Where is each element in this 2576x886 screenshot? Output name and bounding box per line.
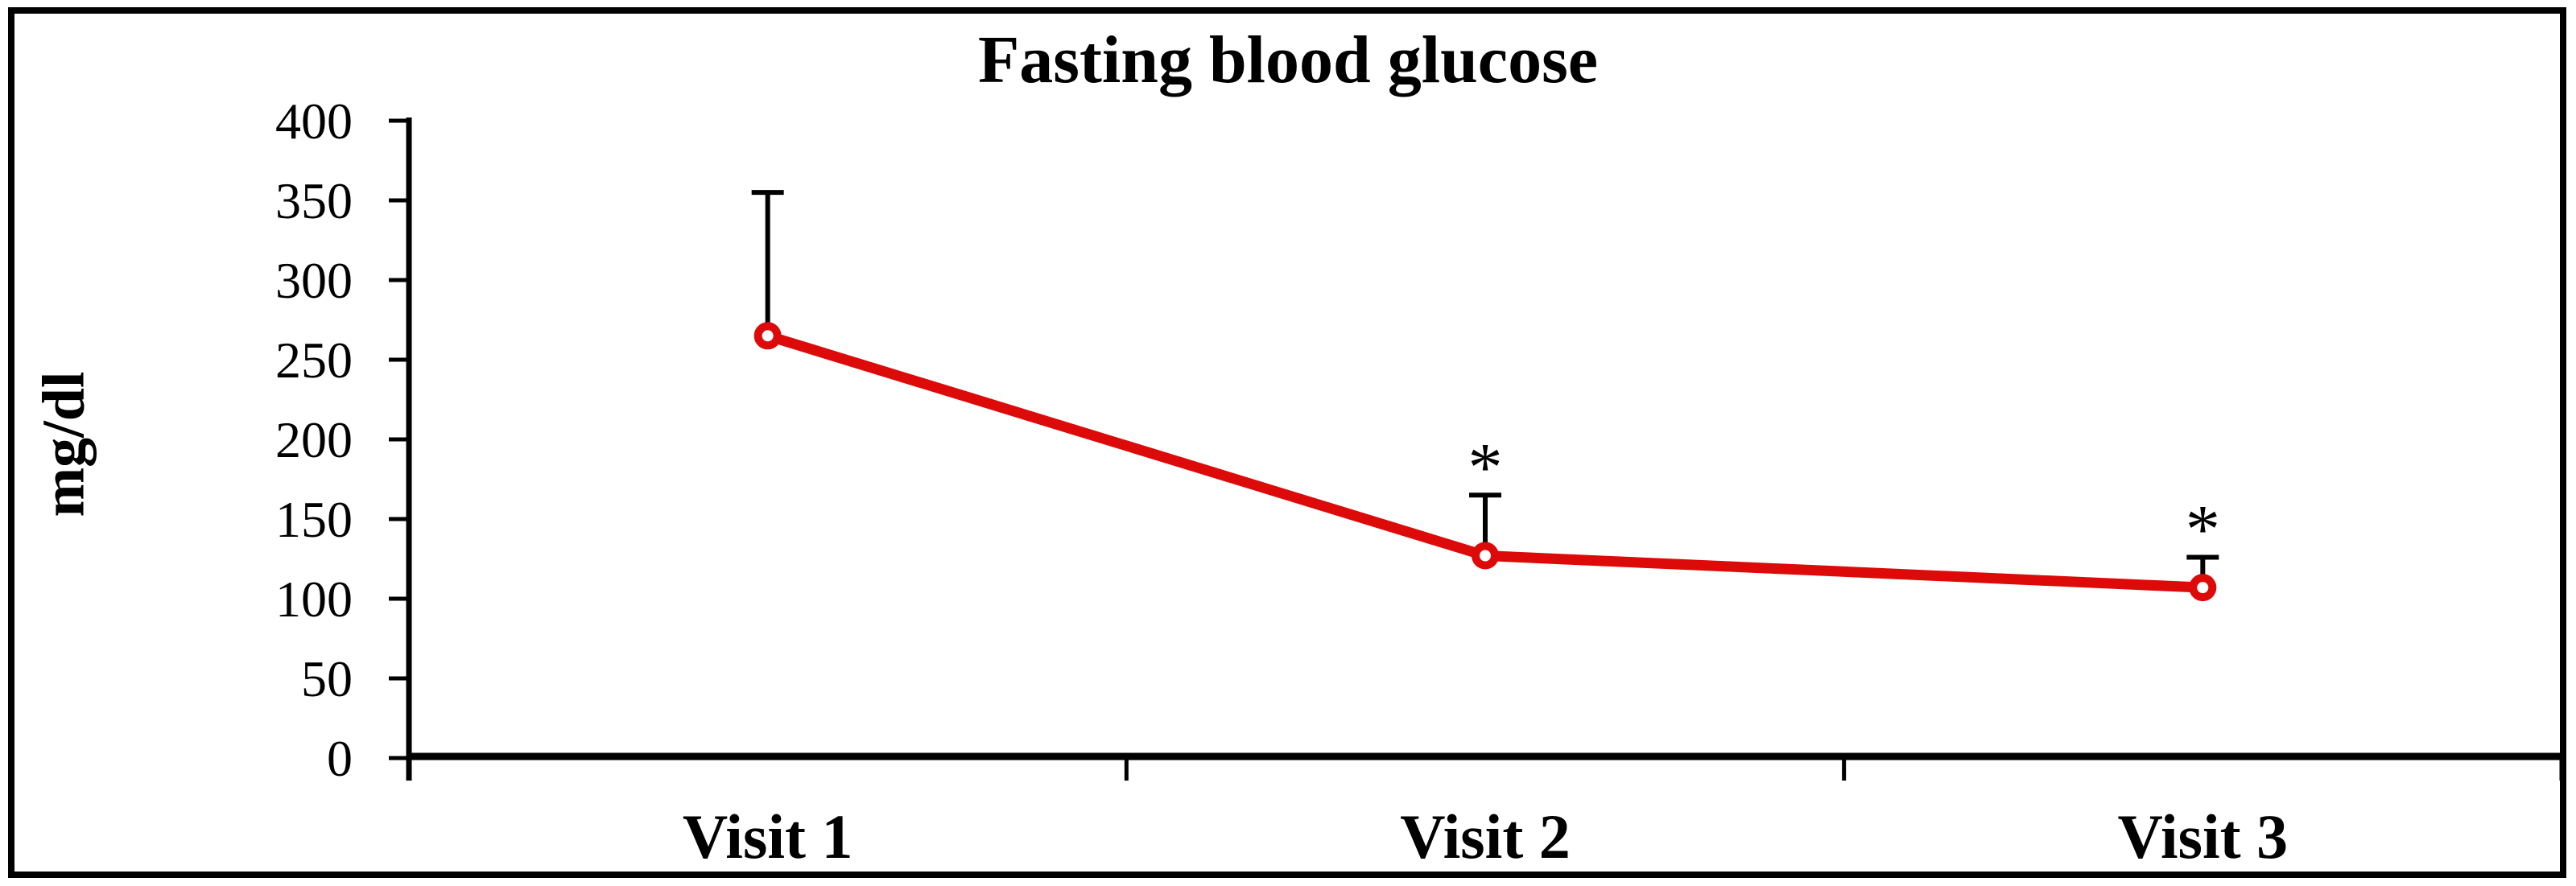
data-point-marker	[2189, 574, 2217, 602]
y-tick-label: 300	[275, 252, 353, 309]
figure-border	[8, 7, 2566, 878]
y-tick-label: 150	[275, 491, 353, 548]
y-tick-label: 400	[275, 93, 353, 150]
data-point-marker	[753, 322, 782, 350]
x-category-label: Visit 2	[1400, 802, 1571, 872]
y-tick-label: 100	[275, 571, 353, 628]
x-category-label: Visit 1	[683, 802, 853, 872]
y-tick-label: 200	[275, 411, 353, 468]
y-tick-label: 250	[275, 332, 353, 389]
y-tick-label: 0	[327, 730, 353, 787]
x-category-label: Visit 3	[2118, 802, 2289, 872]
chart-title: Fasting blood glucose	[977, 23, 1599, 97]
significance-asterisk: *	[2186, 491, 2220, 568]
significance-asterisk: *	[1468, 428, 1503, 505]
y-tick-label: 350	[275, 172, 353, 229]
y-tick-label: 50	[301, 650, 353, 707]
data-point-marker	[1472, 542, 1499, 570]
